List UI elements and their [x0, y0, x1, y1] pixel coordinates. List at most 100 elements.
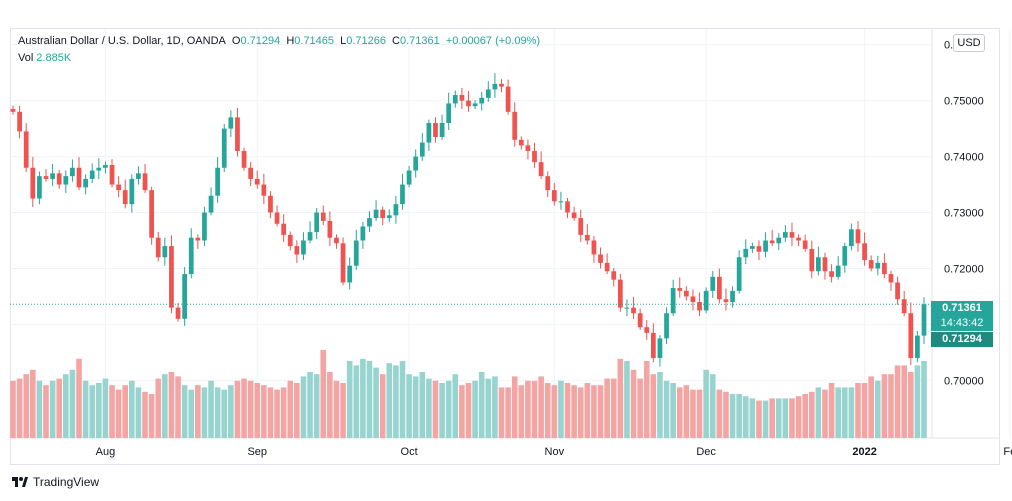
candle-body	[723, 299, 729, 303]
symbol-legend: Australian Dollar / U.S. Dollar, 1D, OAN…	[18, 35, 543, 47]
volume-bar	[353, 365, 360, 438]
volume-bar	[808, 391, 815, 438]
candle-body	[782, 232, 788, 238]
volume-bar	[340, 383, 346, 438]
volume-bar	[254, 383, 261, 438]
candle-body	[505, 86, 511, 112]
volume-bar	[525, 380, 531, 438]
candle-body	[485, 89, 491, 98]
candle-body	[571, 212, 577, 219]
volume-bar	[756, 400, 762, 438]
candle-body	[730, 290, 735, 303]
x-tick-label: 2022	[852, 446, 876, 458]
volume-bar	[439, 383, 445, 438]
volume-bar	[379, 374, 386, 438]
candle-body	[452, 95, 458, 104]
candle-body	[103, 164, 108, 168]
last-price-tag: 0.71361	[931, 301, 993, 316]
candle-body	[446, 103, 452, 123]
high-value: 0.71465	[294, 35, 335, 47]
candle-body	[749, 246, 755, 249]
volume-bar	[518, 385, 525, 438]
volume-bar	[168, 372, 175, 438]
volume-bar	[841, 387, 848, 438]
volume-bar	[188, 389, 195, 438]
y-tick-label: 0.74000	[944, 152, 984, 164]
candle-body	[89, 170, 95, 179]
volume-legend: Vol 2.885K	[18, 52, 74, 64]
volume-bar	[888, 374, 894, 438]
open-price-tag: 0.71294	[931, 332, 993, 347]
candle-body	[736, 257, 742, 291]
volume-bar	[399, 361, 406, 438]
candle-body	[835, 265, 841, 277]
low-label: L	[340, 35, 347, 47]
candle-body	[367, 218, 372, 227]
volume-bar	[584, 383, 591, 438]
y-tick-label: 0.72000	[944, 263, 984, 275]
volume-bar	[459, 385, 465, 438]
candle-body	[439, 122, 445, 137]
volume-bar	[406, 374, 412, 438]
candle-body	[901, 299, 907, 314]
volume-bar	[432, 380, 439, 438]
volume-bar	[861, 383, 868, 438]
volume-bar	[234, 380, 241, 438]
candle-body	[637, 313, 643, 328]
x-tick-label: Aug	[96, 446, 116, 458]
close-label: C	[392, 35, 400, 47]
volume-bar	[313, 374, 320, 438]
candle-body	[136, 173, 141, 179]
candle-body	[518, 139, 524, 146]
candle-body	[769, 240, 775, 244]
candle-body	[644, 327, 650, 333]
volume-bar	[175, 376, 181, 438]
volume-bar	[43, 385, 49, 438]
volume-bar	[96, 383, 102, 438]
volume-bar	[650, 374, 657, 438]
volume-bar	[181, 385, 188, 438]
candle-body	[670, 288, 676, 314]
volume-bar	[29, 369, 36, 438]
candle-body	[122, 190, 128, 205]
volume-bar	[419, 372, 426, 438]
candle-body	[796, 237, 801, 241]
candle-body	[23, 131, 29, 168]
candle-body	[116, 184, 121, 191]
volume-bar	[452, 374, 459, 438]
candle-body	[327, 220, 333, 238]
volume-bar	[327, 372, 333, 438]
volume-bar	[333, 380, 340, 438]
candle-body	[63, 176, 69, 185]
candle-body	[697, 302, 702, 311]
volume-bar	[307, 372, 313, 438]
volume-bar	[412, 376, 419, 438]
volume-bar	[69, 369, 76, 438]
tradingview-logo[interactable]: TradingView	[12, 475, 99, 489]
volume-bar	[89, 385, 96, 438]
volume-bar	[445, 380, 452, 438]
volume-bar	[228, 385, 234, 438]
volume-bar	[670, 383, 676, 438]
volume-bar	[393, 365, 399, 438]
low-value: 0.71266	[346, 35, 386, 47]
candle-body	[888, 274, 894, 283]
candle-body	[499, 83, 504, 87]
volume-bar	[82, 380, 89, 438]
volume-bar	[122, 385, 129, 438]
candle-body	[545, 176, 551, 191]
volume-bar	[148, 394, 155, 438]
candle-body	[281, 223, 287, 235]
volume-bar	[373, 367, 379, 438]
currency-button[interactable]: USD	[953, 34, 985, 52]
volume-bar	[505, 387, 511, 438]
volume-bar	[855, 383, 861, 438]
volume-bar	[214, 387, 221, 438]
candle-body	[842, 246, 848, 266]
volume-bar	[703, 369, 709, 438]
candle-body	[855, 229, 861, 244]
volume-bar	[802, 394, 808, 438]
volume-bar	[115, 389, 122, 438]
candle-body	[400, 184, 405, 205]
